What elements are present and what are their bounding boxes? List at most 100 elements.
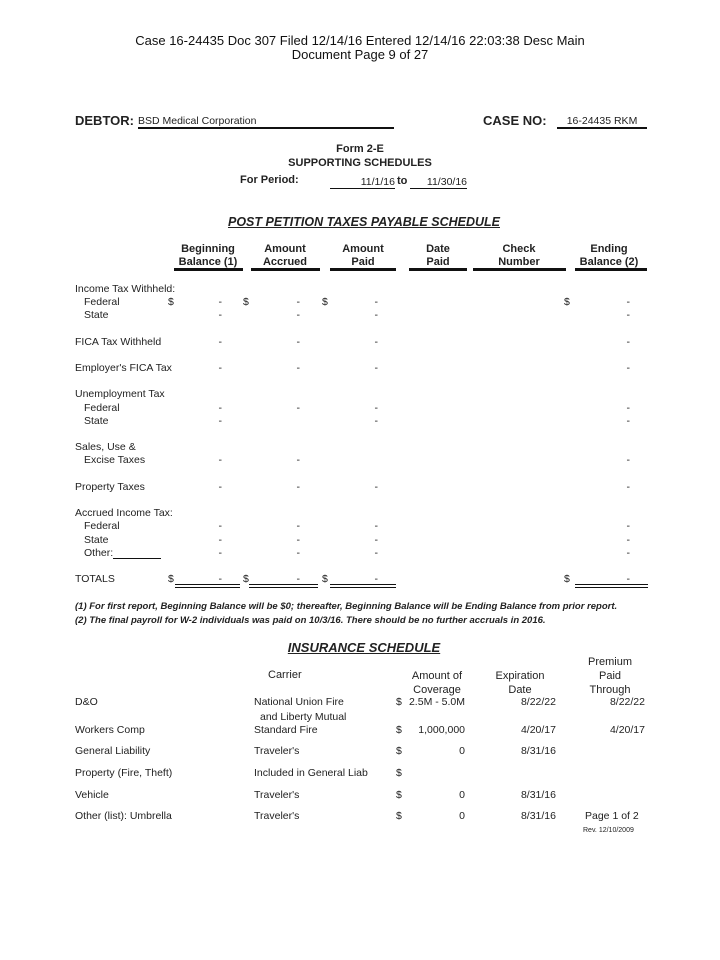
tax-accrued-value: - [296,520,301,532]
insurance-type: Other (list): Umbrella [75,810,172,822]
tax-ending-value: - [626,336,631,348]
tax-row-label: Income Tax Withheld: [75,283,176,295]
dollar-sign: $ [322,573,328,585]
tax-col-header-line: Check [502,243,536,255]
period-end: 11/30/16 [410,176,467,189]
total-double-underline [175,584,240,588]
col-premium-line2: Paid [598,670,622,682]
tax-col-header-line: Amount [264,243,306,255]
tax-row-label: Accrued Income Tax: [75,507,173,519]
tax-row-label: FICA Tax Withheld [75,336,162,348]
tax-col-header: Ending Balance (2) [564,243,654,269]
insurance-coverage: 0 [459,745,465,757]
tax-col-header-line: Paid [351,256,375,268]
insurance-carrier: Traveler's [254,745,300,757]
tax-row-label: TOTALS [75,573,115,585]
col-premium-line3: Through [589,684,631,696]
taxes-title: POST PETITION TAXES PAYABLE SCHEDULE [227,215,500,229]
tax-ending-value: - [626,309,631,321]
tax-col-underline [251,268,320,271]
dollar-sign: $ [168,296,174,308]
dollar-sign: $ [396,745,402,757]
tax-paid-value: - [374,415,379,427]
tax-col-underline [473,268,566,271]
col-premium-line1: Premium [587,656,632,668]
col-coverage-line2: Coverage [413,684,461,696]
period-start: 11/1/16 [330,176,395,189]
dollar-sign: $ [322,296,328,308]
tax-ending-value: - [626,481,631,493]
form-title: SUPPORTING SCHEDULES [288,157,432,169]
col-premium: Premium Paid Through [580,655,640,697]
col-expiration: Expiration Date [488,669,552,697]
tax-paid-value: - [374,520,379,532]
tax-ending-value: - [626,362,631,374]
col-expiration-line1: Expiration [495,670,545,682]
tax-col-underline [174,268,243,271]
insurance-expiration: 8/31/16 [520,810,556,822]
insurance-title: INSURANCE SCHEDULE [287,640,441,655]
col-carrier: Carrier [268,669,302,681]
tax-ending-value: - [626,547,631,559]
dollar-sign: $ [564,296,570,308]
insurance-carrier: National Union Fire [254,696,344,708]
dollar-sign: $ [564,573,570,585]
tax-col-underline [409,268,467,271]
insurance-carrier: Standard Fire [254,724,318,736]
tax-accrued-value: - [296,454,301,466]
insurance-expiration: 8/31/16 [520,789,556,801]
tax-accrued-value: - [296,309,301,321]
total-double-underline [249,584,318,588]
tax-begin-value: - [218,309,223,321]
tax-begin-value: - [218,573,223,585]
revision: Rev. 12/10/2009 [583,827,634,834]
tax-paid-value: - [374,534,379,546]
insurance-premium: 8/22/22 [609,696,645,708]
col-expiration-line2: Date [508,684,532,696]
col-coverage-line1: Amount of [411,670,463,682]
insurance-expiration: 8/22/22 [520,696,556,708]
insurance-expiration: 4/20/17 [520,724,556,736]
insurance-type: Workers Comp [75,724,145,736]
page-of: Page 1 of 2 [585,810,639,822]
tax-row-label: State [84,415,109,427]
case-no-label: CASE NO: [483,113,547,128]
tax-accrued-value: - [296,534,301,546]
tax-row-label: Other: [84,547,114,559]
insurance-carrier: Traveler's [254,789,300,801]
insurance-carrier: Traveler's [254,810,300,822]
tax-begin-value: - [218,520,223,532]
insurance-coverage: 2.5M - 5.0M [408,696,465,708]
tax-row-label: Federal [84,520,120,532]
tax-col-header: Beginning Balance (1) [163,243,253,269]
tax-col-header-line: Amount [342,243,384,255]
dollar-sign: $ [396,724,402,736]
tax-col-header-line: Beginning [181,243,235,255]
tax-col-header-line: Balance (1) [178,256,238,268]
period-to: to [397,175,408,187]
tax-ending-value: - [626,534,631,546]
tax-paid-value: - [374,402,379,414]
tax-col-header-line: Date [426,243,450,255]
tax-accrued-value: - [296,547,301,559]
insurance-premium: 4/20/17 [609,724,645,736]
tax-paid-value: - [374,336,379,348]
case-no-value: 16-24435 RKM [557,115,647,129]
insurance-type: D&O [75,696,98,708]
tax-accrued-value: - [296,573,301,585]
tax-ending-value: - [626,415,631,427]
tax-begin-value: - [218,296,223,308]
form-number: Form 2-E [336,143,384,155]
court-header-line2: Document Page 9 of 27 [291,47,429,62]
tax-begin-value: - [218,547,223,559]
dollar-sign: $ [396,810,402,822]
insurance-coverage: 0 [459,789,465,801]
period-label: For Period: [240,174,299,186]
tax-row-label: State [84,534,109,546]
tax-begin-value: - [218,402,223,414]
insurance-carrier-line2: and Liberty Mutual [260,711,347,723]
tax-col-underline [330,268,396,271]
tax-accrued-value: - [296,402,301,414]
tax-paid-value: - [374,481,379,493]
tax-row-label: Sales, Use & [75,441,136,453]
